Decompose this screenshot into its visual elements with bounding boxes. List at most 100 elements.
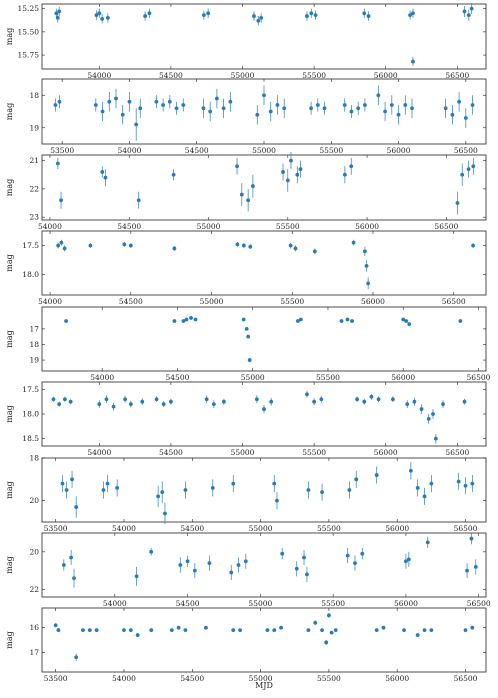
data-point xyxy=(281,170,285,174)
data-point xyxy=(149,549,154,554)
data-point xyxy=(115,485,120,490)
data-point xyxy=(59,240,64,245)
y-tick-label: 17.5 xyxy=(22,241,39,250)
y-tick-label: 17.5 xyxy=(22,385,39,394)
data-point xyxy=(374,473,379,477)
data-point xyxy=(403,103,408,107)
data-point xyxy=(262,93,266,98)
data-point xyxy=(333,628,338,633)
x-tick-label: 54500 xyxy=(119,297,143,306)
data-point xyxy=(369,394,374,399)
data-point xyxy=(60,481,65,486)
data-point xyxy=(329,630,334,635)
panel-frame xyxy=(41,381,487,447)
data-point xyxy=(143,14,148,18)
data-point xyxy=(407,322,412,327)
data-point xyxy=(268,109,273,114)
data-point xyxy=(455,201,460,205)
data-point xyxy=(184,317,189,322)
data-point xyxy=(94,628,99,633)
data-point xyxy=(169,399,173,404)
data-point xyxy=(450,112,455,117)
data-point xyxy=(415,633,420,637)
data-point xyxy=(364,264,369,268)
data-point xyxy=(161,103,165,107)
x-tick-label: 55000 xyxy=(231,71,255,80)
data-point xyxy=(128,402,133,407)
data-point xyxy=(326,613,331,618)
data-point xyxy=(458,319,463,323)
data-point xyxy=(347,488,352,492)
y-tick-label: 18.0 xyxy=(22,410,39,419)
data-point xyxy=(349,109,354,114)
data-point xyxy=(298,317,303,322)
x-tick-label: 54500 xyxy=(159,71,183,80)
data-point xyxy=(366,14,371,18)
y-tick-label: 21 xyxy=(29,156,39,165)
data-point xyxy=(469,6,474,11)
light-curve-panel-2: 53500 54000 54500 55000 55500 56000 56500 18 19 m… xyxy=(5,78,487,155)
data-point xyxy=(462,399,467,404)
data-point xyxy=(302,555,306,560)
data-point xyxy=(243,559,248,564)
data-point xyxy=(402,628,406,633)
data-point xyxy=(362,11,367,16)
data-point xyxy=(128,243,133,248)
y-axis-label: mag xyxy=(5,28,14,45)
data-point xyxy=(470,481,475,486)
data-point xyxy=(425,540,430,545)
data-point xyxy=(72,576,76,581)
data-point xyxy=(210,485,215,490)
y-tick-label: 18 xyxy=(29,340,39,349)
data-point xyxy=(107,99,112,104)
x-tick-label: 54000 xyxy=(87,448,111,457)
x-tick-label: 54000 xyxy=(38,222,62,231)
data-point xyxy=(252,14,256,18)
data-point xyxy=(443,106,448,111)
x-tick-label: 55500 xyxy=(280,297,304,306)
panel-frame xyxy=(41,154,487,221)
data-point xyxy=(189,316,193,320)
data-point xyxy=(149,628,154,633)
x-tick-label: 54000 xyxy=(118,146,142,155)
data-point xyxy=(97,402,102,407)
x-tick-label: 54500 xyxy=(166,373,190,382)
x-tick-label: 56500 xyxy=(454,524,478,533)
data-point xyxy=(309,11,314,16)
data-point xyxy=(228,99,233,104)
y-tick-label: 18 xyxy=(29,91,39,100)
x-tick-label: 56000 xyxy=(385,524,409,533)
data-point xyxy=(87,628,92,633)
data-point xyxy=(221,399,226,404)
x-tick-label: 54000 xyxy=(90,373,114,382)
light-curve-panel-1: 54000 54500 55000 55500 56000 56500 15.25 15.50… xyxy=(5,3,487,80)
light-curve-panel-4: 54000 54500 55000 55500 56000 56500 17.5 18.0 ma… xyxy=(5,230,487,306)
data-point xyxy=(61,563,66,567)
data-point xyxy=(272,481,277,486)
x-tick-label: 55500 xyxy=(276,222,300,231)
data-point xyxy=(123,397,127,402)
data-point xyxy=(404,319,409,323)
y-tick-label: 17 xyxy=(29,324,39,333)
x-tick-label: 56000 xyxy=(361,297,385,306)
data-point xyxy=(248,244,253,249)
data-point xyxy=(298,167,303,172)
data-point xyxy=(174,106,179,111)
data-point xyxy=(366,281,371,286)
data-point xyxy=(265,628,270,633)
data-point xyxy=(433,436,438,441)
x-tick-label: 55000 xyxy=(231,448,255,457)
data-point xyxy=(401,317,406,322)
data-point xyxy=(293,246,298,251)
data-point xyxy=(93,103,98,107)
data-point xyxy=(122,242,127,247)
data-point xyxy=(53,623,58,628)
x-tick-label: 56500 xyxy=(445,448,469,457)
data-point xyxy=(280,551,285,556)
x-tick-label: 56500 xyxy=(434,222,458,231)
data-point xyxy=(305,572,309,577)
data-point xyxy=(239,192,244,197)
x-tick-label: 55500 xyxy=(317,674,341,683)
data-point xyxy=(235,242,240,247)
